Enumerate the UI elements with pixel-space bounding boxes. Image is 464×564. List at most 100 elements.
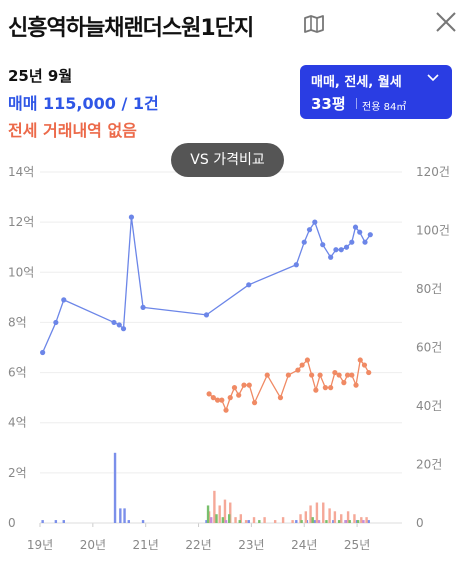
lease-price-point: [361, 362, 368, 368]
x-tick-label: 21년: [133, 538, 159, 552]
trade-price-point: [116, 322, 122, 328]
volume-bar: [317, 520, 321, 523]
volume-bar: [344, 520, 347, 523]
volume-bar: [141, 520, 145, 523]
map-icon[interactable]: [303, 14, 325, 34]
trade-price-point: [140, 304, 146, 310]
volume-bar: [54, 520, 58, 523]
volume-bar: [223, 499, 227, 523]
x-tick-label: 24년: [291, 538, 317, 552]
volume-bar: [311, 517, 314, 523]
volume-bar: [239, 514, 243, 523]
lease-price-point: [277, 395, 284, 401]
y-left-tick-label: 6억: [8, 366, 27, 380]
trade-price-point: [352, 224, 359, 230]
y-right-tick-label: 80건: [416, 282, 442, 296]
volume-bar: [119, 508, 122, 523]
volume-bar: [348, 520, 351, 523]
lease-price-point: [353, 382, 359, 388]
volume-bar: [360, 517, 363, 523]
volume-bar: [365, 517, 368, 523]
volume-bar: [244, 520, 248, 523]
lease-price-point: [206, 391, 212, 397]
y-left-tick-label: 4억: [8, 416, 27, 430]
volume-bar: [304, 511, 308, 523]
volume-bar: [313, 520, 317, 523]
volume-bar: [299, 514, 302, 523]
volume-bar: [41, 520, 44, 523]
lease-price-point: [313, 387, 319, 393]
lease-price-point: [304, 357, 311, 363]
trade-price-point: [362, 239, 368, 245]
lease-price-point: [210, 395, 216, 401]
lease-price-point: [241, 382, 247, 388]
trade-price-label: 매매 115,000 / 1건: [8, 94, 159, 113]
volume-bar: [295, 520, 298, 523]
volume-bar: [227, 514, 231, 523]
x-tick-label: 25년: [344, 538, 370, 552]
filter-type-label: 매매, 전세, 월세: [311, 75, 402, 90]
trade-price-point: [246, 282, 252, 288]
lease-price-point: [264, 372, 270, 378]
trade-price-point: [301, 239, 307, 245]
volume-bar: [218, 505, 221, 523]
trade-price-point: [343, 244, 350, 250]
lease-price-point: [328, 385, 334, 391]
volume-bar: [221, 517, 225, 523]
trade-price-point: [203, 312, 210, 318]
volume-bar: [62, 520, 65, 523]
volume-bar: [333, 511, 337, 523]
x-tick-label: 22년: [185, 538, 211, 552]
y-left-tick-label: 12억: [8, 215, 34, 229]
y-right-tick-label: 0: [416, 516, 424, 530]
lease-price-point: [227, 395, 233, 401]
trade-price-point: [333, 247, 339, 253]
volume-bar: [353, 514, 356, 523]
trade-price-point: [349, 239, 355, 245]
x-tick-label: 20년: [80, 538, 106, 552]
y-left-tick-label: 10억: [8, 265, 34, 279]
volume-bar: [322, 502, 325, 523]
y-right-tick-label: 100건: [416, 224, 450, 238]
trade-price-point: [111, 319, 117, 326]
trade-price-point: [312, 219, 318, 225]
volume-bar: [340, 514, 343, 523]
lease-price-point: [344, 372, 351, 378]
lease-price-point: [349, 372, 355, 378]
volume-bar: [356, 520, 360, 523]
lease-price-point: [214, 397, 221, 403]
page-title: 신흥역하늘채랜더스원1단지: [8, 16, 254, 41]
volume-bar: [309, 505, 312, 523]
lease-price-point: [231, 385, 238, 391]
volume-bar: [346, 511, 350, 523]
trade-price-point: [306, 227, 313, 233]
volume-bar: [362, 520, 365, 523]
volume-bar: [205, 520, 208, 523]
lease-status-label: 전세 거래내역 없음: [8, 121, 137, 140]
trade-price-point: [128, 214, 135, 220]
volume-bar: [263, 517, 266, 523]
header: 신흥역하늘채랜더스원1단지: [0, 0, 464, 50]
price-chart: 0 2억 4억 6억 8억 10억 12억 14억 0 20건 40건 60건 80건 100건 120건 1…: [8, 165, 450, 552]
volume-bar: [258, 520, 261, 523]
x-tick-label: 23년: [238, 538, 264, 552]
trade-price-point: [40, 349, 46, 356]
y-right-tick-label: 120건: [416, 165, 450, 179]
y-right-tick-label: 60건: [416, 341, 442, 355]
lease-price-point: [223, 407, 229, 413]
volume-bar: [127, 520, 130, 523]
volume-bar: [224, 520, 228, 523]
lease-price-point: [251, 400, 258, 406]
volume-bar: [281, 517, 285, 523]
compare-button[interactable]: VS 가격비교: [171, 143, 284, 177]
volume-bar: [229, 502, 232, 523]
lease-price-point: [317, 372, 323, 378]
trade-price-point: [320, 242, 326, 248]
close-icon[interactable]: [432, 8, 460, 36]
filter-pyeong-label: 33평: [311, 95, 346, 113]
filter-dropdown[interactable]: 매매, 전세, 월세 33평 전용 84㎡: [300, 65, 452, 119]
volume-bar: [215, 514, 218, 523]
volume-bar: [291, 520, 294, 523]
trade-price-point: [367, 232, 373, 238]
trade-price-point: [61, 297, 67, 303]
